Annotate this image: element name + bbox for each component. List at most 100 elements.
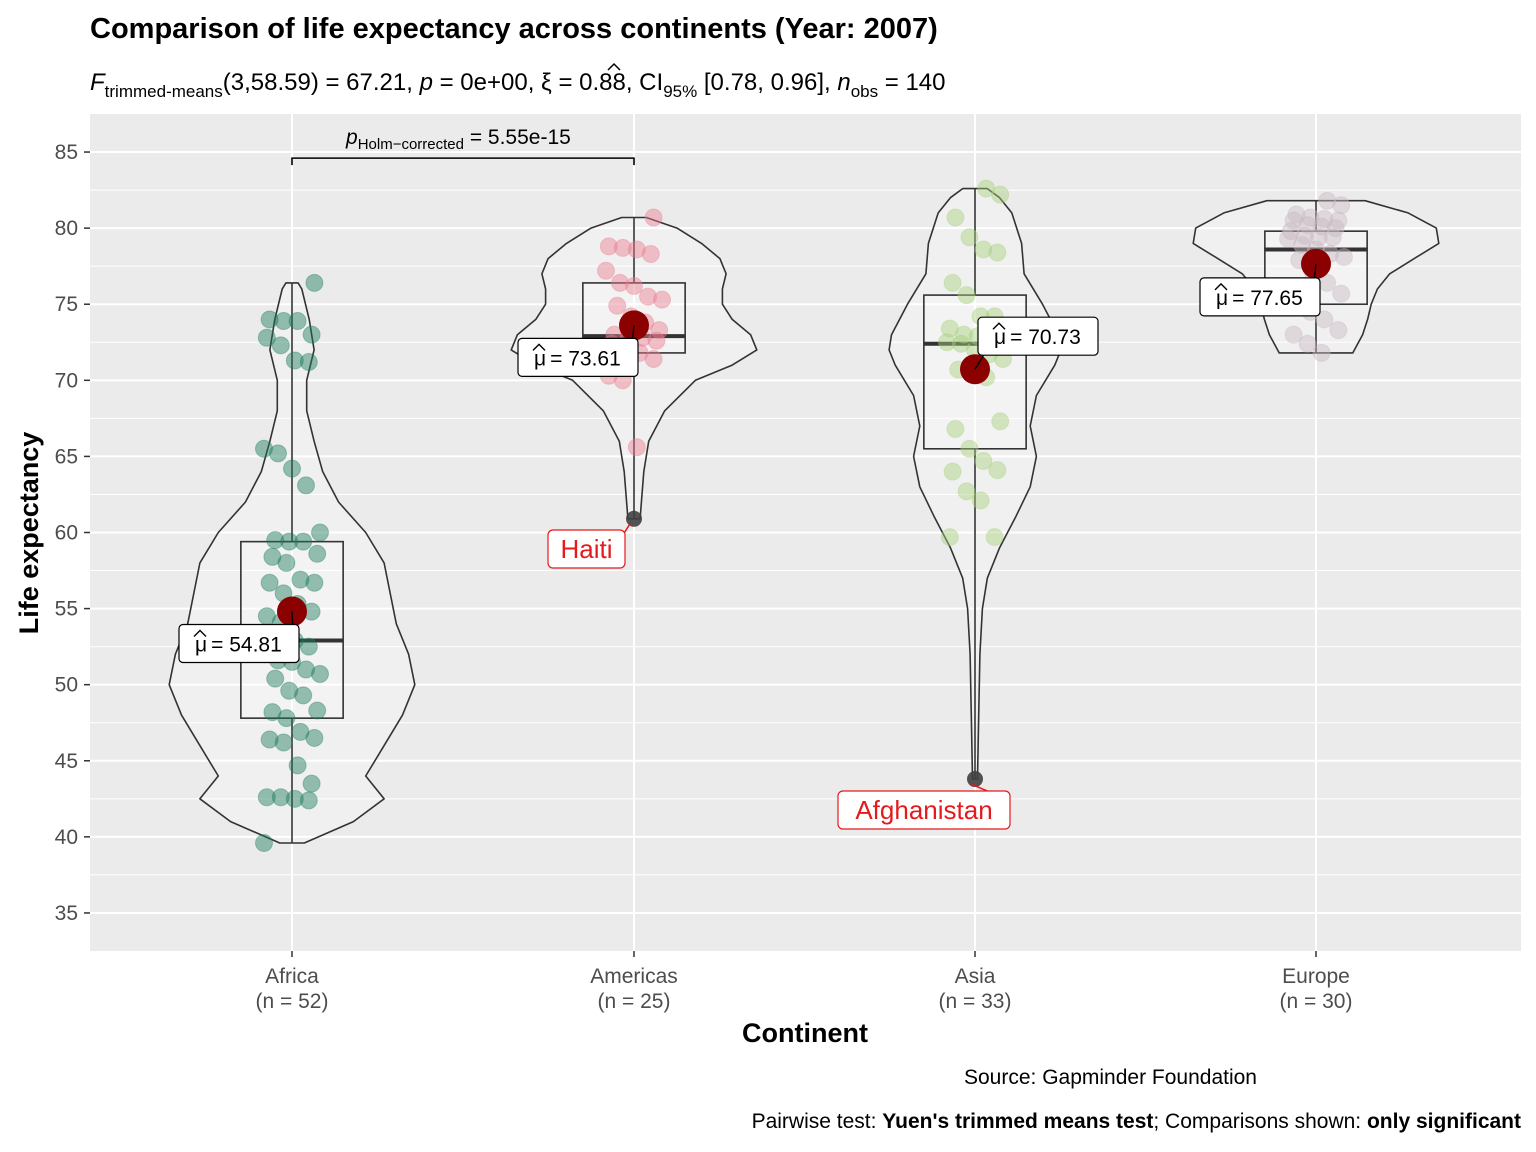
data-point	[285, 351, 304, 370]
data-point	[1326, 219, 1345, 238]
grid-minor	[90, 189, 1521, 876]
data-point	[985, 528, 1004, 547]
data-point	[1315, 310, 1334, 329]
outlier-label-box	[837, 790, 1011, 830]
y-tick-label: 85	[55, 141, 78, 164]
caption-source: Source: Gapminder Foundation	[964, 1066, 1257, 1089]
x-tick-label: Europe	[1282, 965, 1350, 988]
mu-hat-symbol: μ	[994, 326, 1006, 349]
data-point	[271, 336, 290, 355]
data-point	[277, 709, 296, 728]
data-point	[294, 532, 313, 551]
data-point	[308, 701, 327, 720]
data-point	[988, 461, 1007, 480]
chart-title: Comparison of life expectancy across con…	[90, 13, 938, 45]
data-point	[1284, 211, 1303, 230]
x-tick-n-label: (n = 25)	[598, 990, 671, 1013]
mean-label: μ = 73.61	[534, 347, 621, 370]
data-point	[644, 208, 663, 227]
data-point	[257, 607, 276, 626]
data-point	[299, 353, 318, 372]
data-point	[940, 319, 959, 338]
data-point	[971, 491, 990, 510]
outlier-label-box	[547, 529, 626, 569]
data-point	[1315, 210, 1334, 229]
mu-hat-symbol: μ	[195, 633, 207, 656]
data-point	[954, 325, 973, 344]
data-point	[938, 333, 956, 352]
y-tick-label: 60	[55, 522, 78, 545]
data-point	[1312, 343, 1331, 362]
violin-africa	[168, 282, 416, 844]
data-point	[1318, 191, 1337, 210]
data-point	[611, 273, 629, 292]
data-point	[974, 451, 993, 470]
data-point	[613, 238, 632, 257]
caption-pairwise-text-1: Pairwise test:	[752, 1110, 883, 1133]
subtitle-ci-value: [0.78, 0.96],	[697, 69, 837, 96]
y-tick-label: 35	[55, 902, 78, 925]
data-point	[285, 789, 304, 808]
data-point	[608, 296, 627, 315]
data-point	[647, 331, 666, 350]
x-axis-ticks: Africa(n = 52)Americas(n = 25)Asia(n = 3…	[256, 951, 1353, 1013]
data-point	[977, 179, 996, 198]
data-point	[260, 573, 279, 592]
mu-hat-icon	[992, 322, 1006, 330]
x-tick-label: Asia	[955, 965, 996, 988]
data-point	[260, 310, 279, 329]
outlier-label: Afghanistan	[855, 795, 992, 825]
data-point	[974, 240, 993, 259]
subtitle-stat-subscript: trimmed-means	[105, 82, 223, 101]
subtitle-n-subscript: obs	[851, 82, 878, 101]
pairwise-layer	[291, 157, 635, 166]
outlier-point	[967, 771, 983, 788]
data-point	[957, 286, 976, 305]
outlier-point	[626, 510, 642, 527]
data-point	[991, 412, 1010, 431]
data-point	[274, 733, 293, 752]
data-point	[1295, 226, 1314, 245]
x-tick-n-label: (n = 30)	[1280, 990, 1353, 1013]
mean-value: = 54.81	[211, 633, 282, 656]
data-point	[266, 531, 285, 550]
data-point	[288, 311, 307, 330]
data-point	[305, 728, 324, 747]
caption-pairwise-shown: only significant	[1367, 1110, 1521, 1133]
data-point	[1323, 228, 1342, 247]
mean-label: μ = 77.65	[1216, 287, 1303, 310]
subtitle-p-symbol: p	[419, 69, 433, 96]
group-americas: Haiti μ = 73.61	[510, 208, 758, 569]
mean-label-box	[1199, 277, 1321, 317]
mean-label-box	[178, 623, 300, 664]
data-point	[943, 462, 962, 481]
data-point	[299, 791, 318, 810]
caption-pairwise-text-2: ; Comparisons shown:	[1153, 1110, 1367, 1133]
data-point	[627, 438, 646, 457]
data-point	[297, 660, 315, 679]
data-point	[1312, 217, 1331, 236]
group-asia: Afghanistan μ = 70.73	[837, 179, 1099, 830]
y-tick-label: 50	[55, 674, 78, 697]
data-point	[305, 573, 324, 592]
data-point	[960, 439, 979, 458]
y-axis-ticks: 35 40 45 50 55 60 65 70 75 80 85	[55, 141, 90, 925]
mu-hat-symbol: μ	[1216, 287, 1228, 310]
data-point	[650, 321, 669, 340]
data-point	[946, 420, 965, 439]
data-point	[311, 523, 329, 542]
x-tick-n-label: (n = 52)	[256, 990, 329, 1013]
outlier-label: Haiti	[560, 534, 612, 564]
data-point	[299, 637, 318, 656]
data-point	[644, 350, 663, 369]
y-tick-label: 70	[55, 369, 78, 392]
mu-hat-icon	[193, 629, 207, 637]
mu-hat-symbol: μ	[534, 347, 546, 370]
data-point	[1293, 235, 1311, 254]
data-point	[952, 334, 970, 353]
x-tick-label: Africa	[265, 965, 319, 988]
x-tick-n-label: (n = 33)	[939, 990, 1012, 1013]
group-europe: μ = 77.65	[1192, 191, 1440, 362]
